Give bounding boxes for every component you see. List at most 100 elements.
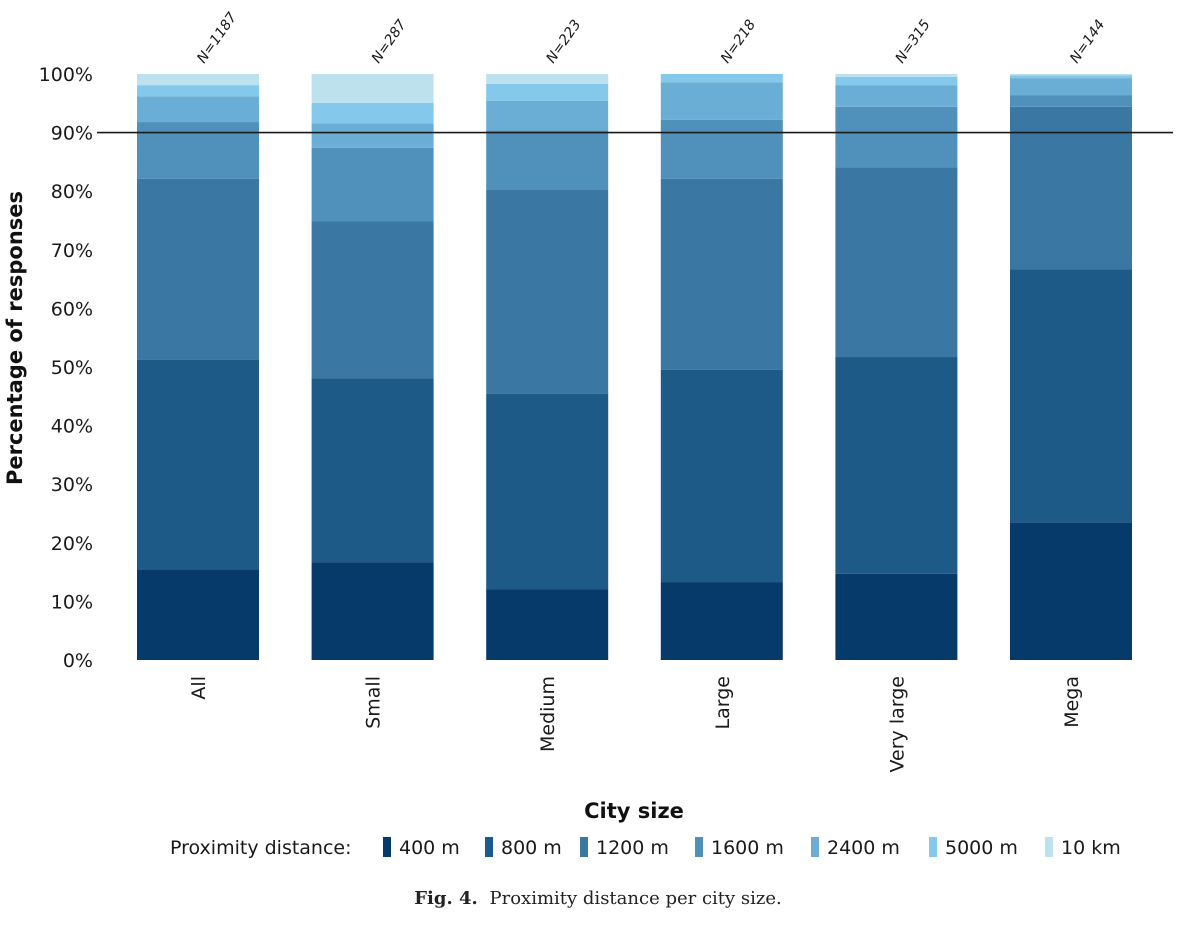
bar-segment-800m — [1010, 269, 1132, 523]
bar-segment-1200m — [311, 221, 434, 379]
sample-size-label: N=1187 — [194, 10, 240, 67]
y-tick-label: 50% — [51, 357, 93, 379]
sample-size-label: N=287 — [369, 17, 410, 66]
bar-segment-5000m — [486, 83, 609, 101]
bar-segment-1200m — [660, 178, 783, 370]
x-category-label: All — [188, 676, 210, 700]
legend-item: 1200 m — [580, 837, 669, 859]
sample-size-label: N=218 — [718, 17, 759, 66]
bar-segment-800m — [137, 359, 259, 570]
x-axis-title: City size — [584, 799, 684, 823]
bar-segment-800m — [835, 357, 958, 574]
bar-segment-1600m — [311, 147, 434, 222]
bar-segment-1600m — [660, 119, 783, 179]
bar-segment-10km — [835, 74, 958, 77]
bar-segment-10km — [486, 74, 609, 84]
x-category-label: Large — [712, 676, 734, 729]
y-tick-label: 70% — [51, 240, 93, 262]
legend-item: 400 m — [383, 837, 460, 859]
figure-caption: Fig. 4. Proximity distance per city size… — [414, 888, 782, 909]
bar-segment-1600m — [1010, 95, 1132, 107]
x-category-label: Medium — [537, 676, 559, 752]
bar-segment-2400m — [486, 100, 609, 131]
bar-stack-all — [137, 74, 259, 660]
y-tick-label: 90% — [51, 123, 93, 145]
bar-stack-small — [311, 74, 434, 660]
y-tick-label: 60% — [51, 298, 93, 320]
legend-item: 10 km — [1045, 837, 1121, 859]
bar-segment-400m — [660, 582, 783, 660]
bar-segment-400m — [835, 573, 958, 660]
sample-size-labels: N=1187 N=287 N=223 N=218 N=315 N=144 — [194, 10, 1108, 67]
legend-swatch — [485, 837, 493, 857]
legend-swatch — [811, 837, 819, 857]
bar-stack-large — [660, 74, 783, 660]
legend-label: 10 km — [1061, 837, 1121, 859]
figure-caption-text: Proximity distance per city size. — [490, 888, 782, 909]
legend-swatch — [1045, 837, 1053, 857]
legend-swatch — [580, 837, 588, 857]
bar-segment-5000m — [660, 74, 783, 83]
bar-segment-10km — [137, 74, 259, 86]
x-category-label: Mega — [1061, 676, 1083, 728]
bar-segment-1200m — [1010, 106, 1132, 270]
y-tick-label: 40% — [51, 416, 93, 438]
y-tick-label: 80% — [51, 181, 93, 203]
bar-segment-2400m — [1010, 78, 1132, 96]
bar-segment-1200m — [835, 167, 958, 358]
y-tick-label: 20% — [51, 533, 93, 555]
bar-segment-5000m — [835, 76, 958, 86]
y-tick-label: 10% — [51, 591, 93, 613]
bar-segment-800m — [486, 393, 609, 590]
legend-label: 5000 m — [945, 837, 1018, 859]
legend-label: 2400 m — [827, 837, 900, 859]
legend-title: Proximity distance: — [170, 837, 352, 859]
y-tick-label: 100% — [39, 64, 93, 86]
y-axis-title: Percentage of responses — [3, 191, 27, 485]
bar-segment-400m — [311, 562, 434, 660]
bar-segment-2400m — [311, 123, 434, 148]
x-category-label: Very large — [886, 676, 908, 772]
bar-segment-1600m — [486, 130, 609, 191]
bar-segment-800m — [311, 378, 434, 563]
legend-swatch — [695, 837, 703, 857]
bar-segment-400m — [1010, 522, 1132, 660]
x-category-label: Small — [363, 676, 385, 729]
bar-stack-very-large — [835, 74, 958, 660]
legend-label: 400 m — [399, 837, 460, 859]
bar-segment-1600m — [137, 122, 259, 179]
legend-item: 1600 m — [695, 837, 784, 859]
legend-item: 2400 m — [811, 837, 900, 859]
bar-segment-5000m — [311, 102, 434, 124]
figure-caption-label: Fig. 4. — [414, 888, 478, 909]
bar-segment-1600m — [835, 106, 958, 168]
legend-item: 5000 m — [929, 837, 1018, 859]
legend-swatch — [383, 837, 391, 857]
bar-segment-5000m — [1010, 75, 1132, 79]
bar-segment-800m — [660, 369, 783, 583]
legend-label: 800 m — [501, 837, 562, 859]
bar-stack-mega — [1010, 74, 1132, 660]
legend: Proximity distance: 400 m 800 m 1200 m 1600 … — [170, 837, 1121, 859]
bar-segment-400m — [137, 569, 259, 660]
bar-segment-2400m — [137, 96, 259, 123]
sample-size-label: N=315 — [893, 17, 934, 66]
x-axis-category-labels: All Small Medium Large Very large Mega — [188, 676, 1083, 772]
bar-stack-medium — [486, 74, 609, 660]
bar-segment-2400m — [660, 82, 783, 120]
legend-swatch — [929, 837, 937, 857]
sample-size-label: N=144 — [1067, 17, 1108, 66]
bar-segment-10km — [1010, 74, 1132, 76]
legend-label: 1600 m — [711, 837, 784, 859]
sample-size-label: N=223 — [543, 17, 584, 66]
bar-segment-1200m — [486, 190, 609, 394]
bar-segment-1200m — [137, 178, 259, 360]
y-axis-ticks: 0% 10% 20% 30% 40% 50% 60% 70% 80% 90% 100% — [39, 64, 93, 672]
y-tick-label: 30% — [51, 474, 93, 496]
legend-item: 800 m — [485, 837, 562, 859]
legend-label: 1200 m — [596, 837, 669, 859]
bar-segment-2400m — [835, 85, 958, 107]
bar-segment-10km — [311, 74, 434, 103]
bar-segment-400m — [486, 589, 609, 660]
